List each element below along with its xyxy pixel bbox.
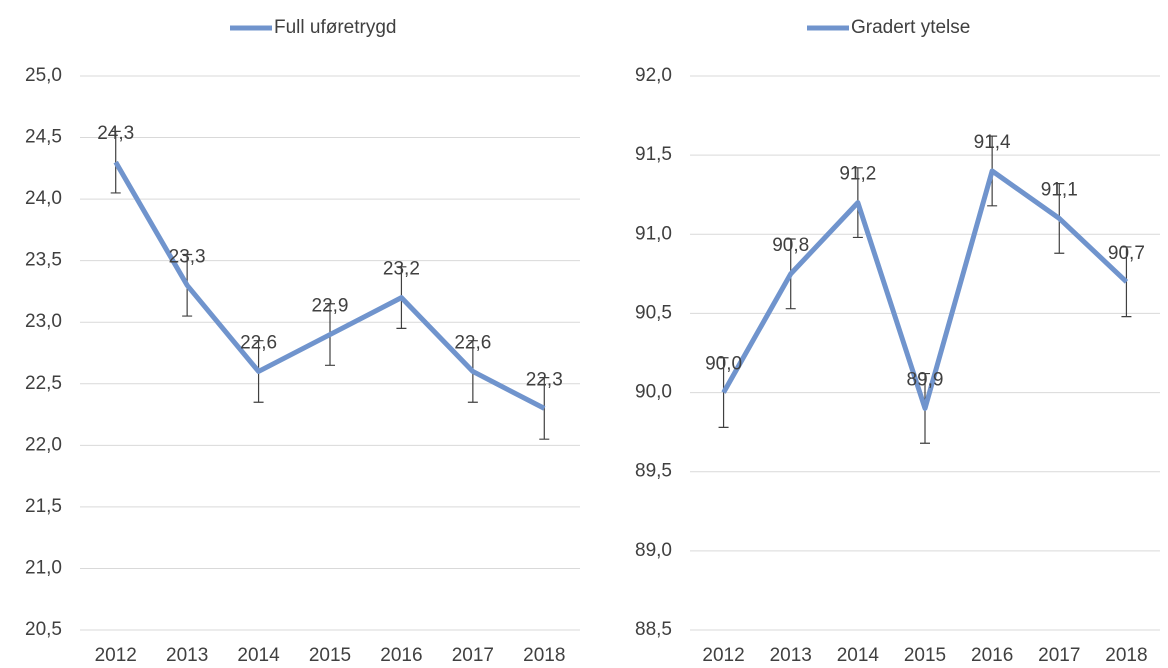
y-tick-label: 89,5 [635,461,672,482]
y-tick-label: 20,5 [25,619,62,640]
y-tick-label: 24,5 [25,127,62,148]
data-label: 90,7 [1108,243,1145,264]
x-tick-label: 2018 [1105,645,1147,666]
legend-label: Gradert ytelse [851,17,970,38]
x-tick-label: 2012 [702,645,744,666]
x-tick-label: 2015 [904,645,946,666]
x-tick-label: 2015 [309,645,351,666]
y-tick-label: 90,0 [635,382,672,403]
data-label: 90,0 [705,354,742,375]
error-bar [718,357,729,428]
legend-label: Full uføretrygd [274,17,396,38]
y-tick-label: 23,0 [25,311,62,332]
data-label: 24,3 [97,123,134,144]
x-tick-label: 2012 [95,645,137,666]
x-tick-label: 2018 [523,645,565,666]
y-tick-label: 91,5 [635,144,672,165]
data-line [113,160,546,411]
y-tick-label: 23,5 [25,250,62,271]
data-label: 22,9 [312,296,349,317]
x-tick-label: 2017 [1038,645,1080,666]
data-line [721,168,1129,411]
data-label: 22,6 [454,332,491,353]
x-tick-label: 2013 [770,645,812,666]
y-tick-label: 22,0 [25,434,62,455]
x-tick-label: 2014 [837,645,880,666]
y-tick-label: 24,0 [25,188,62,209]
y-tick-label: 91,0 [635,223,672,244]
y-tick-label: 21,0 [25,557,62,578]
y-tick-label: 88,5 [635,619,672,640]
data-label: 91,4 [974,132,1011,153]
data-label: 22,6 [240,332,277,353]
x-tick-label: 2016 [380,645,422,666]
y-tick-label: 21,5 [25,496,62,517]
x-tick-label: 2017 [452,645,494,666]
data-label: 91,2 [839,164,876,185]
y-tick-label: 25,0 [25,65,62,86]
data-label: 89,9 [907,369,944,390]
y-tick-label: 90,5 [635,302,672,323]
data-label: 91,1 [1041,179,1078,200]
x-tick-label: 2016 [971,645,1013,666]
error-bar [539,377,550,440]
data-label: 23,3 [169,246,206,267]
x-tick-label: 2013 [166,645,208,666]
y-tick-label: 22,5 [25,373,62,394]
x-tick-label: 2014 [237,645,280,666]
data-label: 90,8 [772,235,809,256]
error-bar [1121,246,1132,318]
y-tick-label: 92,0 [635,65,672,86]
y-tick-label: 89,0 [635,540,672,561]
data-label: 23,2 [383,259,420,280]
data-label: 22,3 [526,369,563,390]
